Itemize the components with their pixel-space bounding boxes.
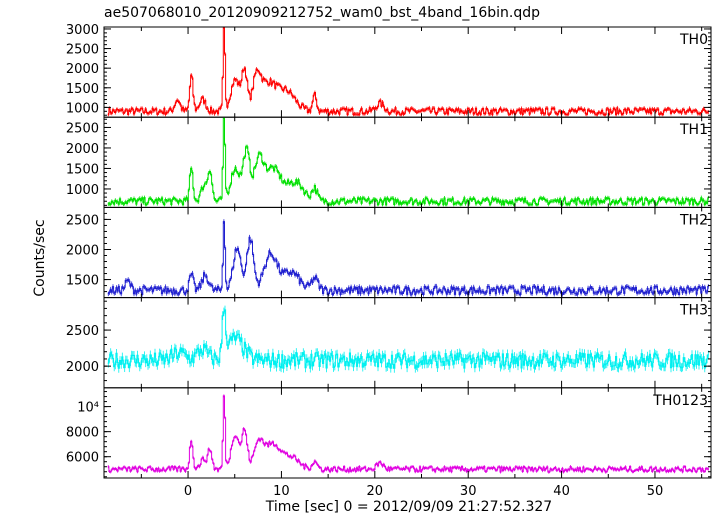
series-line-th0123 (107, 395, 709, 473)
panel-label: TH0 (679, 32, 708, 48)
y-tick-label: 1000 (66, 101, 99, 116)
panel-label: TH3 (679, 303, 708, 319)
y-tick-label: 2500 (66, 213, 99, 228)
y-tick-label: 2000 (66, 243, 99, 258)
series-line-th3 (107, 309, 709, 369)
y-tick-label: 6000 (66, 451, 99, 466)
y-tick-label: 1500 (66, 82, 99, 97)
x-tick-label: 30 (460, 484, 477, 499)
x-tick-label: 0 (184, 484, 192, 499)
x-tick-label: 20 (367, 484, 384, 499)
x-axis-label: Time [sec] 0 = 2012/09/09 21:27:52.327 (265, 499, 552, 515)
series-line-th1 (107, 117, 709, 206)
y-tick-label: 3000 (66, 23, 99, 38)
y-tick-label: 2000 (66, 142, 99, 157)
y-tick-label: 2000 (66, 62, 99, 77)
y-tick-label: 2500 (66, 43, 99, 58)
series-error-bars-th1 (107, 118, 709, 207)
y-tick-label: 1500 (66, 162, 99, 177)
y-axis-label: Counts/sec (32, 219, 48, 296)
panels-group: 1000 1500 2000 2500 3000 TH0 1000 1500 2000 2500 T… (66, 23, 712, 499)
panel-frame (103, 116, 712, 208)
series-line-th0 (107, 27, 709, 116)
x-tick-label: 10 (273, 484, 290, 499)
panel-label: TH1 (679, 122, 708, 138)
y-tick-label: 1500 (66, 274, 99, 289)
y-tick-label: 10⁴ (77, 401, 99, 416)
y-tick-label: 2500 (66, 121, 99, 136)
panel-frame (103, 297, 712, 389)
y-tick-label: 2000 (66, 360, 99, 375)
x-tick-label: 40 (553, 484, 570, 499)
panel-frame (103, 387, 712, 479)
panel-label: TH2 (679, 212, 708, 228)
series-error-bars-th0123 (107, 394, 709, 474)
y-tick-label: 8000 (66, 426, 99, 441)
x-tick-label: 50 (647, 484, 664, 499)
series-line-th2 (107, 221, 709, 296)
series-error-bars-th0 (107, 28, 709, 117)
panel-label: TH0123 (652, 393, 708, 409)
y-tick-label: 1000 (66, 183, 99, 198)
y-tick-label: 2500 (66, 324, 99, 339)
series-error-bars-th3 (107, 305, 709, 373)
chart-title: ae507068010_20120909212752_wam0_bst_4ban… (104, 5, 540, 21)
